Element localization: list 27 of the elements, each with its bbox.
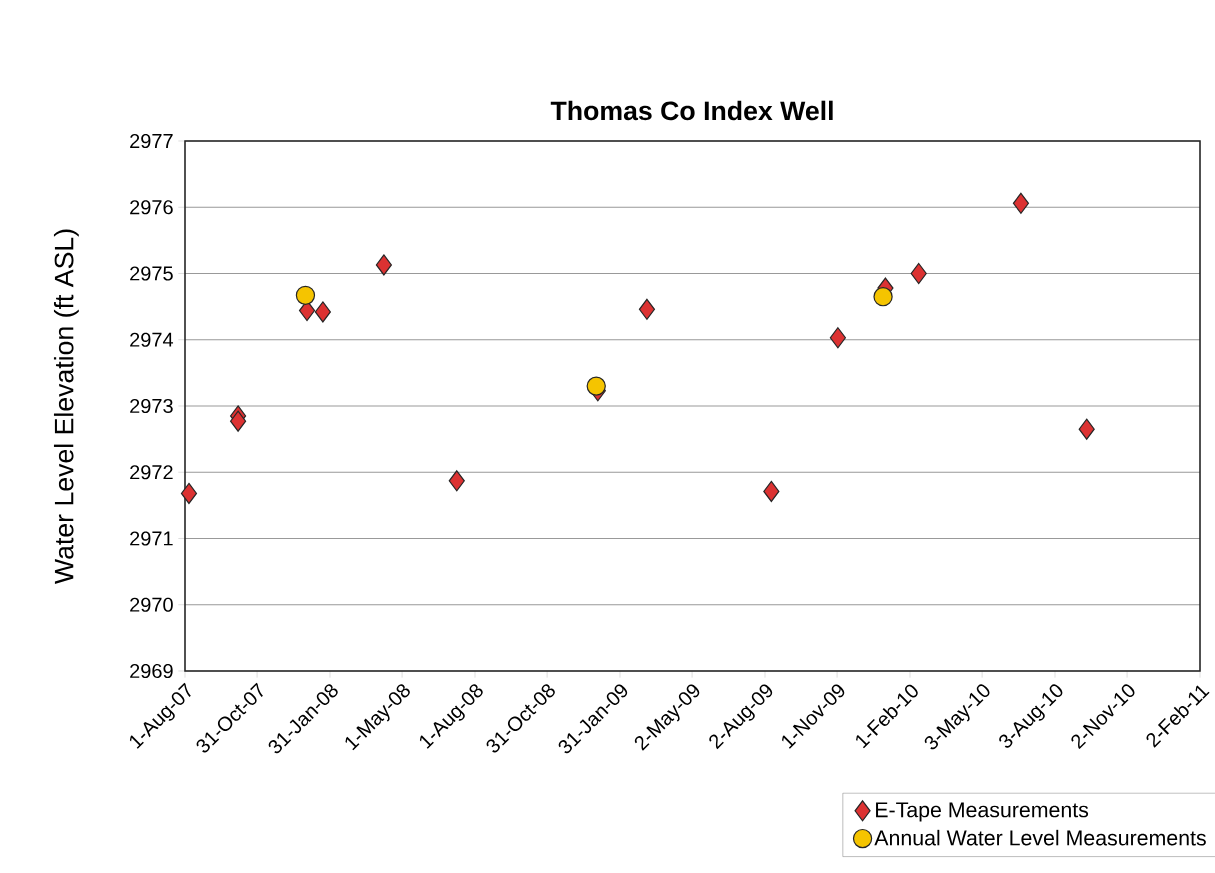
y-tick-label: 2976 [130, 200, 173, 215]
point [1078, 418, 1095, 440]
y-tick-label: 2970 [130, 597, 173, 612]
point [295, 285, 316, 306]
y-tick-label: 2973 [130, 398, 173, 414]
legend-label: E-Tape Measurements [876, 802, 1089, 822]
point [638, 298, 656, 320]
point [586, 376, 606, 396]
point [1012, 192, 1030, 214]
y-tick-label: 2971 [130, 531, 173, 546]
point [829, 327, 846, 349]
y-tick-label: 2972 [130, 465, 173, 480]
point [763, 480, 780, 503]
point [910, 262, 927, 285]
point [229, 410, 247, 432]
y-tick-label: 2974 [130, 332, 174, 347]
legend-label: Annual Water Level Measurements [874, 829, 1206, 846]
y-tick-label: 2977 [130, 133, 173, 149]
point [314, 301, 331, 323]
chart-title: Thomas Co Index Well [550, 100, 833, 121]
point [873, 287, 893, 307]
y-tick-label: 2975 [130, 266, 173, 281]
y-axis-title: Water Level Elevation (ft ASL) [53, 229, 79, 584]
point [375, 254, 392, 276]
y-tick-label: 2969 [130, 663, 173, 679]
point [448, 470, 465, 492]
point [180, 482, 198, 505]
